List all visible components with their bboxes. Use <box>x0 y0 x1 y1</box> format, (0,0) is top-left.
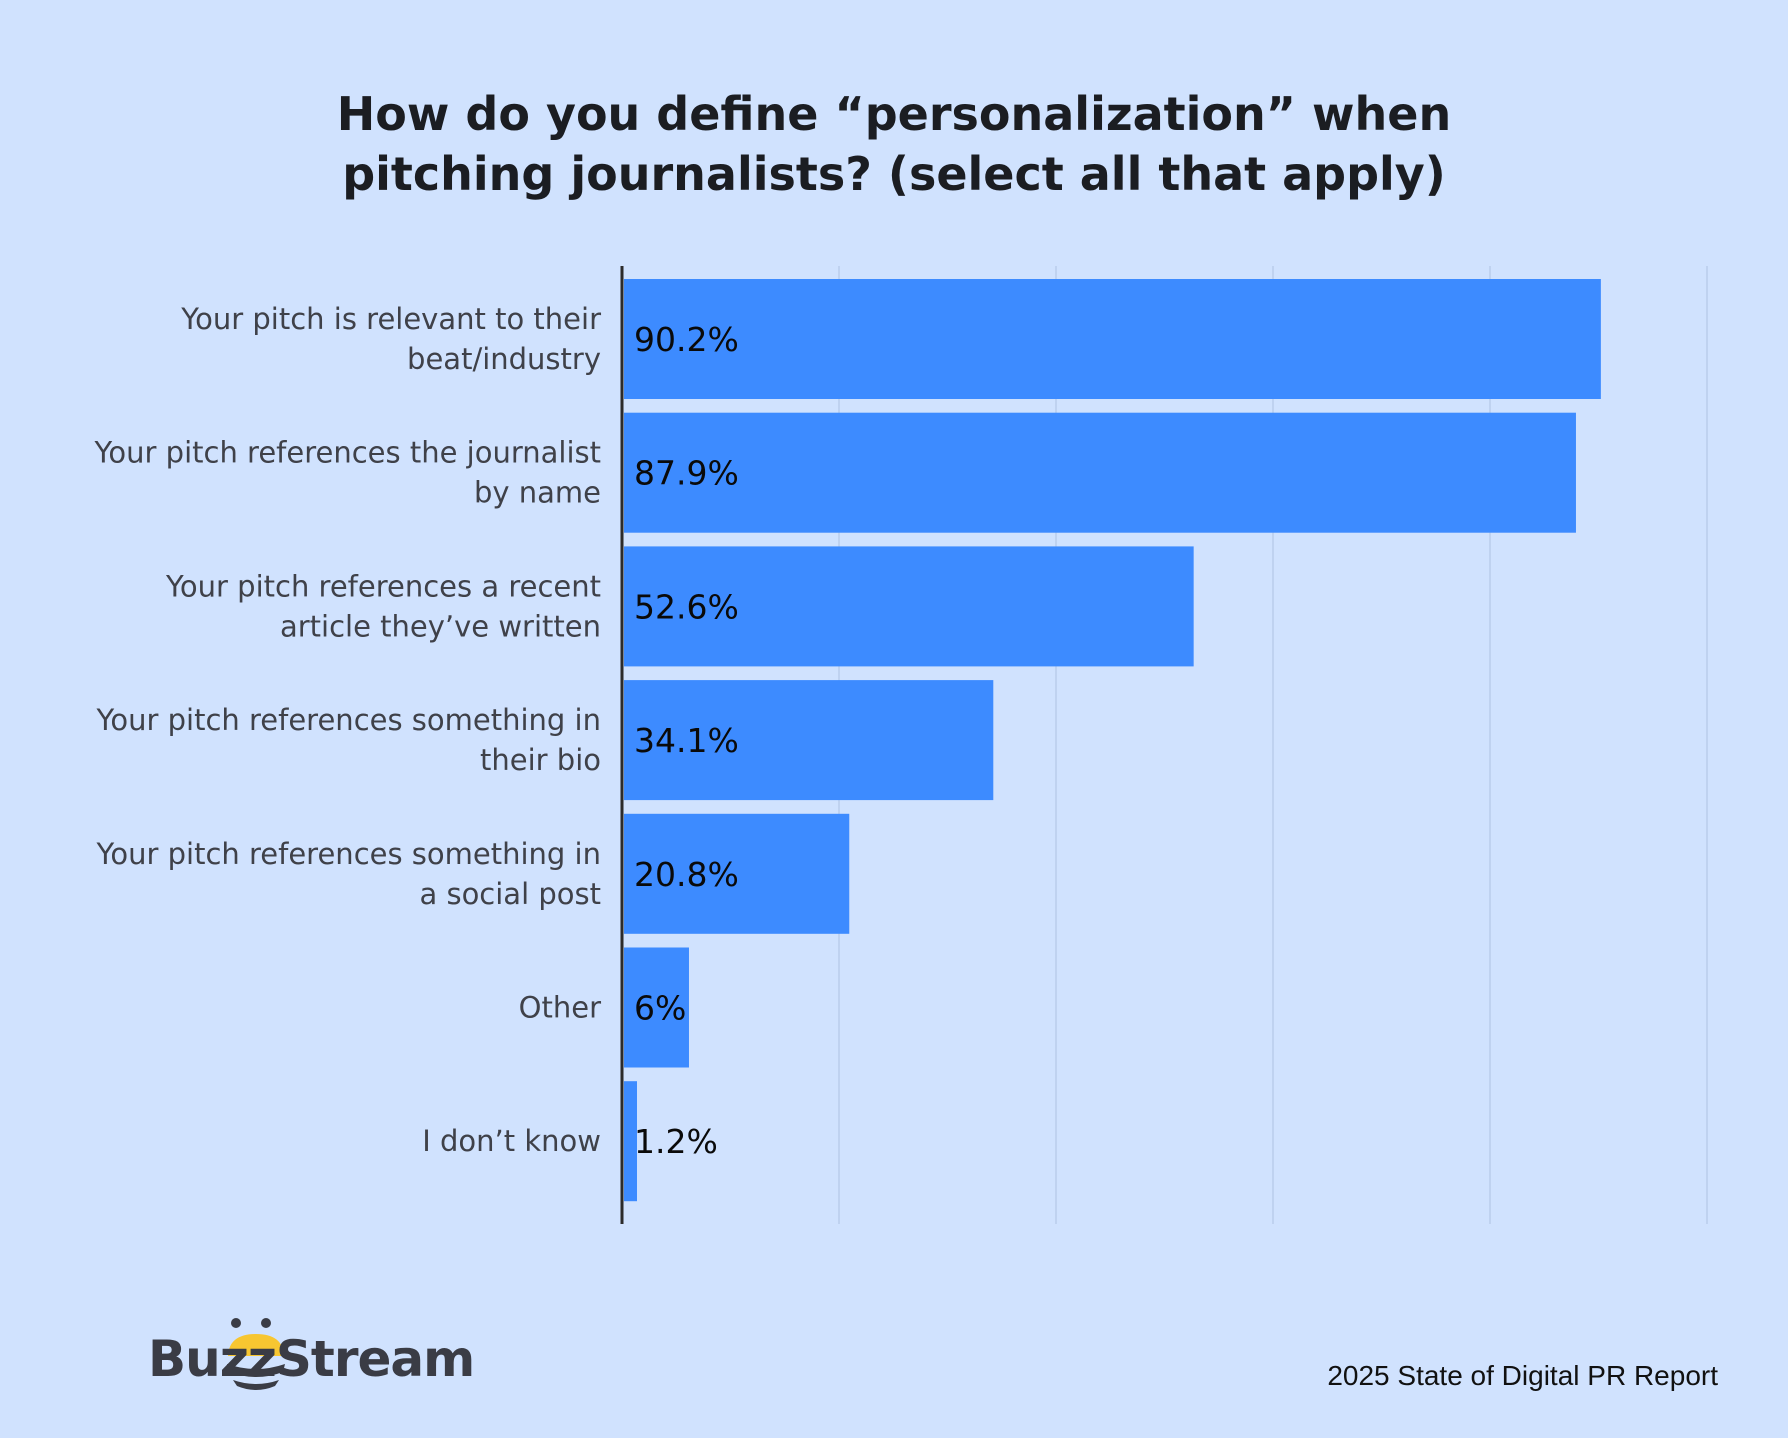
buzzstream-logo-icon <box>227 1318 285 1390</box>
data-label: 90.2% <box>634 320 739 359</box>
category-label: Your pitch references something in <box>96 703 602 737</box>
category-label: Your pitch references something in <box>96 837 602 871</box>
chart-title-line-1: How do you define “personalization” when <box>336 87 1452 141</box>
category-label: Your pitch references the journalist <box>94 436 601 470</box>
bar <box>624 279 1601 399</box>
bar <box>624 1081 637 1202</box>
brand-name: BuzzStream <box>148 1330 475 1388</box>
category-label: by name <box>474 476 601 510</box>
bar <box>624 813 850 934</box>
data-label: 20.8% <box>634 855 739 894</box>
data-label: 52.6% <box>634 587 739 626</box>
bar <box>624 412 1576 533</box>
data-label: 6% <box>634 989 686 1028</box>
bar <box>624 947 689 1068</box>
category-label: a social post <box>419 877 601 911</box>
chart-title-line-2: pitching journalists? (select all that a… <box>342 147 1446 201</box>
report-name: 2025 State of Digital PR Report <box>1327 1360 1718 1391</box>
category-label: I don’t know <box>422 1124 601 1158</box>
data-label: 87.9% <box>634 454 739 493</box>
bar <box>624 546 1194 667</box>
category-label: Your pitch references a recent <box>165 569 601 603</box>
chart-title: How do you define “personalization” when… <box>0 84 1788 204</box>
bar <box>624 680 994 801</box>
category-label: Other <box>519 991 601 1025</box>
category-label: beat/industry <box>407 342 601 376</box>
data-label: 34.1% <box>634 721 739 760</box>
category-label: Your pitch is relevant to their <box>180 302 601 336</box>
category-label: article they’ve written <box>280 609 601 643</box>
data-label: 1.2% <box>634 1122 718 1161</box>
category-label: their bio <box>480 743 601 777</box>
